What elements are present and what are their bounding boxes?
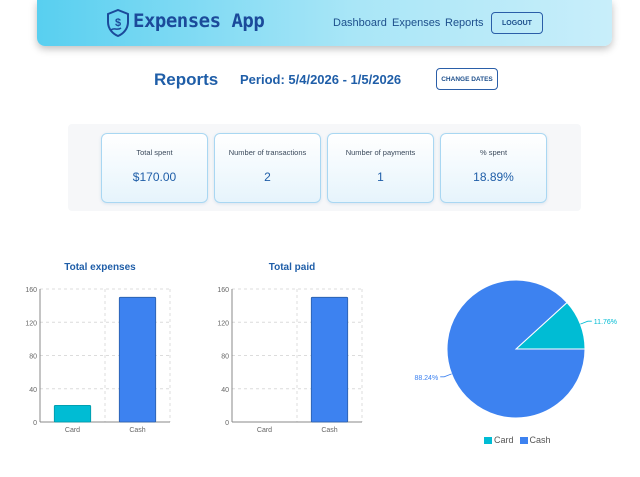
logout-button[interactable]: LOGOUT bbox=[491, 12, 543, 34]
stat-label: Number of payments bbox=[345, 148, 416, 157]
x-tick-label: Cash bbox=[129, 427, 145, 434]
y-tick-label: 160 bbox=[217, 287, 229, 294]
y-tick-label: 40 bbox=[29, 387, 37, 394]
y-tick-label: 80 bbox=[221, 354, 229, 361]
bar-chart-paid: 0 40 80 120 160 Card Cash bbox=[217, 287, 363, 434]
pie-legend: Card Cash bbox=[484, 435, 551, 445]
y-tick-label: 120 bbox=[217, 320, 229, 327]
period-text: Period: 5/4/2026 - 1/5/2026 bbox=[240, 72, 402, 87]
shield-logo-icon: $ bbox=[107, 9, 129, 37]
svg-text:$: $ bbox=[115, 17, 121, 29]
stat-card-total-spent: Total spent $170.00 bbox=[101, 133, 208, 203]
nav-link-dashboard[interactable]: Dashboard bbox=[333, 17, 387, 29]
pie-slice-cash[interactable] bbox=[446, 279, 586, 419]
pie-label-line bbox=[580, 320, 592, 325]
legend-item-cash[interactable]: Cash bbox=[519, 435, 551, 445]
legend-label: Card bbox=[494, 435, 514, 445]
stat-value: $170.00 bbox=[132, 170, 177, 184]
stat-card-transactions: Number of transactions 2 bbox=[214, 133, 321, 203]
stat-label: Total spent bbox=[136, 148, 173, 157]
stat-value: 2 bbox=[264, 170, 271, 184]
nav-link-expenses[interactable]: Expenses bbox=[392, 17, 441, 29]
page-title: Reports bbox=[154, 70, 219, 89]
y-tick-label: 120 bbox=[25, 320, 37, 327]
y-tick-label: 0 bbox=[225, 420, 229, 427]
navbar: $ Expenses App Dashboard Expenses Report… bbox=[37, 0, 612, 46]
bar-chart-expenses: 0 40 80 120 160 Card Cash bbox=[25, 287, 171, 434]
pie-data-label: 88.24% bbox=[414, 375, 438, 382]
stat-label: % spent bbox=[479, 148, 508, 157]
legend-swatch-cash bbox=[519, 436, 528, 444]
bar-cash[interactable] bbox=[310, 296, 349, 423]
stat-label: Number of transactions bbox=[228, 148, 307, 157]
stat-card-payments: Number of payments 1 bbox=[327, 133, 434, 203]
stats-panel: Total spent $170.00 Number of transactio… bbox=[68, 124, 581, 211]
stat-value: 1 bbox=[377, 170, 384, 184]
y-tick-label: 40 bbox=[221, 387, 229, 394]
x-tick-label: Cash bbox=[321, 427, 337, 434]
pie-chart: 11.76% 88.24% bbox=[414, 279, 617, 419]
chart-title-paid: Total paid bbox=[268, 262, 316, 273]
pie-data-label: 11.76% bbox=[594, 319, 617, 326]
app-title: Expenses App bbox=[133, 10, 265, 32]
y-tick-label: 160 bbox=[25, 287, 37, 294]
nav-link-reports[interactable]: Reports bbox=[445, 17, 484, 29]
y-tick-label: 0 bbox=[33, 420, 37, 427]
bar-card[interactable] bbox=[53, 404, 92, 423]
pie-label-line bbox=[440, 373, 452, 378]
x-tick-label: Card bbox=[65, 427, 80, 434]
bar-cash[interactable] bbox=[118, 296, 157, 423]
legend-swatch-card bbox=[484, 436, 492, 444]
legend-label: Cash bbox=[529, 435, 551, 445]
legend-item-card[interactable]: Card bbox=[484, 435, 514, 445]
stat-value: 18.89% bbox=[473, 170, 514, 184]
y-tick-label: 80 bbox=[29, 354, 37, 361]
chart-title-expenses: Total expenses bbox=[64, 262, 136, 273]
stat-card-percent-spent: % spent 18.89% bbox=[440, 133, 547, 203]
x-tick-label: Card bbox=[257, 427, 272, 434]
change-dates-button[interactable]: CHANGE DATES bbox=[436, 68, 498, 90]
